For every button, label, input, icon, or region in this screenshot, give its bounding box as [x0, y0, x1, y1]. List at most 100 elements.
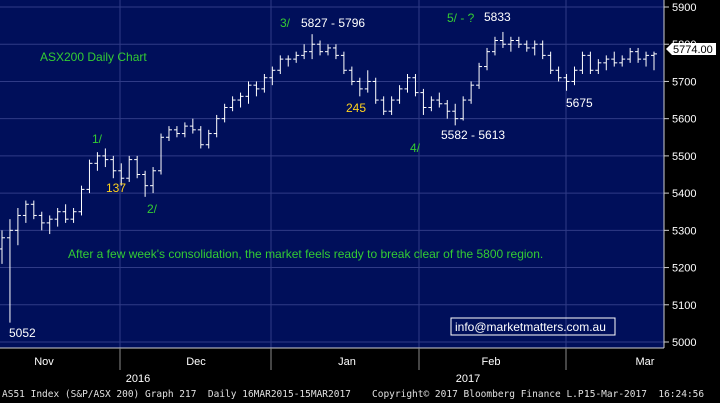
ohlc-bar [253, 81, 260, 97]
ohlc-bar [205, 129, 212, 149]
ohlc-bar [102, 148, 109, 168]
label-fib-137: 137 [106, 181, 126, 195]
ohlc-bar [165, 126, 172, 141]
ohlc-bar [229, 96, 236, 112]
ohlc-bars [0, 31, 657, 323]
grid-layer [0, 0, 664, 348]
ohlc-bar [30, 200, 37, 220]
ohlc-bar [515, 36, 522, 48]
y-tick-label: 5100 [672, 300, 696, 312]
y-tick-label: 5900 [672, 2, 696, 14]
ohlc-bar [499, 31, 506, 48]
ohlc-bar [635, 47, 642, 63]
ohlc-bar [436, 92, 443, 108]
ohlc-bar [6, 219, 13, 323]
ohlc-bar [245, 81, 252, 104]
label-low-5052: 5052 [9, 326, 36, 340]
footer-copyright: Copyright© 2017 Bloomberg Finance L.P. [372, 389, 590, 400]
x-tick-label: Feb [482, 356, 501, 368]
ohlc-bar [197, 126, 204, 149]
email-box[interactable]: info@marketmatters.com.au [450, 317, 616, 336]
ohlc-bar [611, 51, 618, 67]
ohlc-bar [189, 118, 196, 134]
footer-bar: AS51 Index (S&P/ASX 200) Graph 217 Daily… [0, 386, 720, 403]
ohlc-bar [372, 77, 379, 104]
ohlc-bar [420, 88, 427, 115]
ohlc-bar [261, 74, 268, 93]
ohlc-bar [237, 92, 244, 108]
ohlc-bar [476, 62, 483, 89]
ohlc-bar [388, 96, 395, 115]
ohlc-bar [277, 55, 284, 74]
x-year-label: 2017 [456, 373, 480, 385]
ohlc-bar [579, 51, 586, 74]
ohlc-bar [86, 159, 93, 194]
ohlc-bar [619, 55, 626, 67]
label-range-5827-5796: 5827 - 5796 [301, 16, 365, 30]
ohlc-bar [412, 74, 419, 97]
label-wave-3: 3/ [280, 16, 291, 30]
ohlc-bar [173, 126, 180, 138]
ohlc-bar [70, 208, 77, 223]
ohlc-bar [126, 155, 133, 182]
ohlc-bar [317, 40, 324, 56]
label-low-5675: 5675 [566, 96, 593, 110]
ohlc-bar [301, 44, 308, 60]
ohlc-bar [158, 133, 165, 175]
ohlc-bar [444, 100, 451, 119]
ohlc-bar [491, 36, 498, 56]
x-tick-label: Mar [636, 356, 655, 368]
y-axis-strip [664, 0, 720, 386]
ohlc-bar [643, 51, 650, 67]
ohlc-bar [0, 230, 5, 264]
ohlc-bar [38, 211, 45, 231]
ohlc-bar [221, 103, 228, 123]
ohlc-bar [356, 77, 363, 97]
ohlc-bar [587, 51, 594, 74]
x-tick-label: Dec [186, 356, 206, 368]
ohlc-bar [309, 34, 316, 60]
last-price-marker: 5774.00 [666, 43, 716, 56]
label-fib-245: 245 [346, 101, 366, 115]
label-wave-4: 4/ [410, 141, 421, 155]
y-tick-label: 5500 [672, 151, 696, 163]
email-text[interactable]: info@marketmatters.com.au [455, 320, 606, 334]
x-tick-labels: Nov Dec Jan Feb Mar 2016 2017 [34, 348, 655, 385]
ohlc-bar [531, 40, 538, 56]
ohlc-bar [507, 36, 514, 52]
ohlc-bar [118, 163, 125, 186]
axes [0, 0, 720, 386]
ohlc-bar [94, 152, 101, 171]
ohlc-bar [134, 155, 141, 179]
ohlc-bar [14, 208, 21, 246]
ohlc-bar [293, 51, 300, 63]
ohlc-bar [484, 47, 491, 71]
y-tick-label: 5400 [672, 188, 696, 200]
ohlc-bar [603, 55, 610, 71]
chart-svg: 5000510052005300540055005600570058005900… [0, 0, 720, 386]
footer-left: AS51 Index (S&P/ASX 200) Graph 217 Daily… [2, 389, 351, 400]
ohlc-bar [571, 66, 578, 86]
ohlc-bar [62, 204, 69, 223]
ohlc-bar [110, 155, 117, 179]
last-price-label: 5774.00 [673, 44, 713, 56]
ohlc-bar [54, 208, 61, 227]
ohlc-bar [428, 96, 435, 112]
x-year-label: 2016 [126, 373, 150, 385]
ohlc-bar [380, 96, 387, 115]
y-tick-label: 5700 [672, 76, 696, 88]
main-annotation: After a few week's consolidation, the ma… [68, 247, 543, 261]
ohlc-bar [150, 167, 157, 194]
chart-title: ASX200 Daily Chart [40, 50, 147, 64]
ohlc-bar [595, 59, 602, 74]
label-high-5833: 5833 [484, 10, 511, 24]
y-tick-label: 5200 [672, 263, 696, 275]
y-tick-label: 5000 [672, 337, 696, 349]
ohlc-bar [340, 51, 347, 74]
ohlc-bar [627, 47, 634, 63]
ohlc-bar [539, 40, 546, 60]
y-tick-label: 5600 [672, 114, 696, 126]
ohlc-bar [269, 66, 276, 86]
x-tick-label: Jan [338, 356, 356, 368]
ohlc-bar [46, 215, 53, 235]
